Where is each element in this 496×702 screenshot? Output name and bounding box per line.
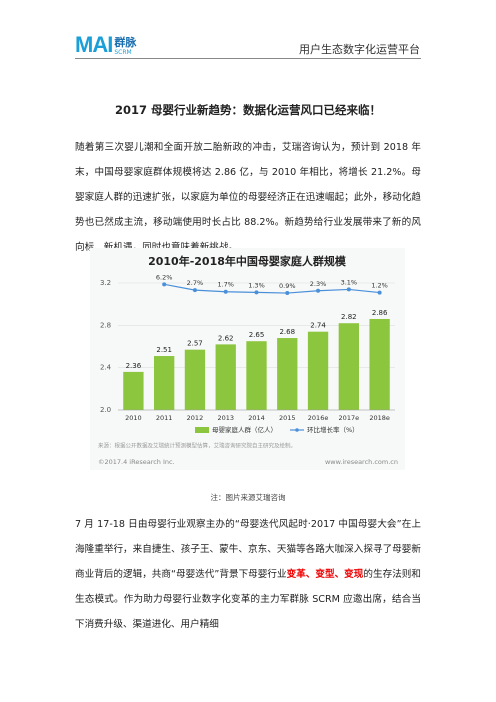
- bar-value-label: 2.51: [156, 346, 172, 354]
- line-point: [223, 289, 228, 294]
- bar: [123, 371, 144, 410]
- line-value-label: 1.2%: [371, 282, 388, 290]
- text: 7 月 17-18 日由母婴行业观察主办的“母婴迭代风起时·2017 中国母婴大…: [75, 519, 421, 580]
- chart-source: 来源：根据公开数据及艾瑞统计预测模型估算，艾瑞咨询研究院自主研究及绘制。: [98, 442, 296, 450]
- logo-mark: MAI: [75, 32, 113, 57]
- line-point: [285, 291, 290, 296]
- x-tick-label: 2016e: [308, 414, 329, 422]
- bar: [154, 356, 175, 410]
- logo-text: 群脉: [114, 36, 137, 49]
- logo-sub: SCRM: [114, 49, 132, 56]
- line-point: [377, 290, 382, 295]
- bar-value-label: 2.65: [249, 331, 265, 339]
- line-value-label: 6.2%: [156, 273, 173, 281]
- bar-value-label: 2.74: [310, 322, 326, 330]
- paragraph: 7 月 17-18 日由母婴行业观察主办的“母婴迭代风起时·2017 中国母婴大…: [75, 512, 421, 637]
- bar-value-label: 2.82: [341, 313, 357, 321]
- article-title: 2017 母婴行业新趋势：数据化运营风口已经来临！: [114, 103, 381, 117]
- caption: 注：图片来源艾瑞咨询: [210, 493, 286, 502]
- legend-label: 母婴家庭人群（亿人）: [212, 425, 277, 434]
- bar: [215, 344, 236, 410]
- chart-title: 2010年-2018年中国母婴家庭人群规模: [148, 254, 347, 268]
- logo: MAI 群脉 SCRM: [75, 32, 137, 57]
- line: [164, 283, 380, 294]
- paragraph: 随着第三次婴儿潮和全面开放二胎新政的冲击，艾瑞咨询认为，预计到 2018 年末，…: [75, 142, 421, 253]
- bar: [184, 349, 206, 410]
- x-tick-label: 2012: [187, 414, 204, 422]
- bar-value-label: 2.57: [187, 340, 203, 348]
- x-tick-label: 2018e: [369, 414, 390, 422]
- x-tick-label: 2017e: [339, 414, 360, 422]
- line-value-label: 2.3%: [310, 280, 327, 288]
- line-value-label: 3.1%: [341, 278, 358, 286]
- x-tick-label: 2014: [248, 414, 265, 422]
- chart-website: www.iresearch.com.cn: [325, 458, 398, 466]
- bar-value-label: 2.86: [372, 309, 388, 317]
- bar: [307, 331, 329, 410]
- logo-text-group: 群脉 SCRM: [114, 36, 137, 57]
- tagline: 用户生态数字化运营平台: [299, 43, 420, 56]
- line-value-label: 1.3%: [248, 281, 265, 289]
- x-tick-label: 2011: [156, 414, 173, 422]
- chart-image: 2010年-2018年中国母婴家庭人群规模 来源：根据公开数据及艾瑞统计预测模型…: [90, 248, 405, 474]
- line-value-label: 1.7%: [217, 281, 234, 289]
- chart: 2010年-2018年中国母婴家庭人群规模 来源：根据公开数据及艾瑞统计预测模型…: [90, 248, 405, 470]
- x-tick-label: 2013: [217, 414, 234, 422]
- line-point: [162, 282, 167, 287]
- header-rule: [75, 58, 421, 59]
- x-tick-label: 2010: [125, 414, 142, 422]
- legend-label: 环比增长率（%）: [307, 425, 359, 434]
- y-tick-label: 2.8: [100, 321, 111, 329]
- y-tick-label: 2.0: [100, 406, 111, 414]
- line-value-label: 0.9%: [279, 282, 296, 290]
- highlight: 变革、变型、变现: [286, 569, 364, 580]
- bar: [338, 323, 359, 410]
- line-point: [254, 290, 259, 295]
- bar: [369, 318, 390, 410]
- legend-swatch: [295, 428, 299, 432]
- bar-value-label: 2.36: [126, 362, 142, 370]
- bar: [277, 338, 298, 410]
- chart-copyright: ©2017.4 iResearch Inc.: [98, 458, 175, 466]
- bar: [246, 341, 267, 410]
- line-point: [316, 288, 321, 293]
- bar-value-label: 2.68: [279, 328, 295, 336]
- bar-value-label: 2.62: [218, 334, 234, 342]
- y-tick-label: 2.4: [100, 364, 112, 372]
- line-point: [192, 288, 197, 293]
- text: 的生存法则和生态模式。作为助力母婴行业数字化变革的主力军群脉 SCRM 应邀出席…: [75, 569, 421, 630]
- x-tick-label: 2015: [279, 414, 296, 422]
- line-point: [346, 287, 351, 292]
- line-value-label: 2.7%: [187, 279, 204, 287]
- y-tick-label: 3.2: [100, 279, 111, 287]
- legend-swatch: [195, 427, 209, 433]
